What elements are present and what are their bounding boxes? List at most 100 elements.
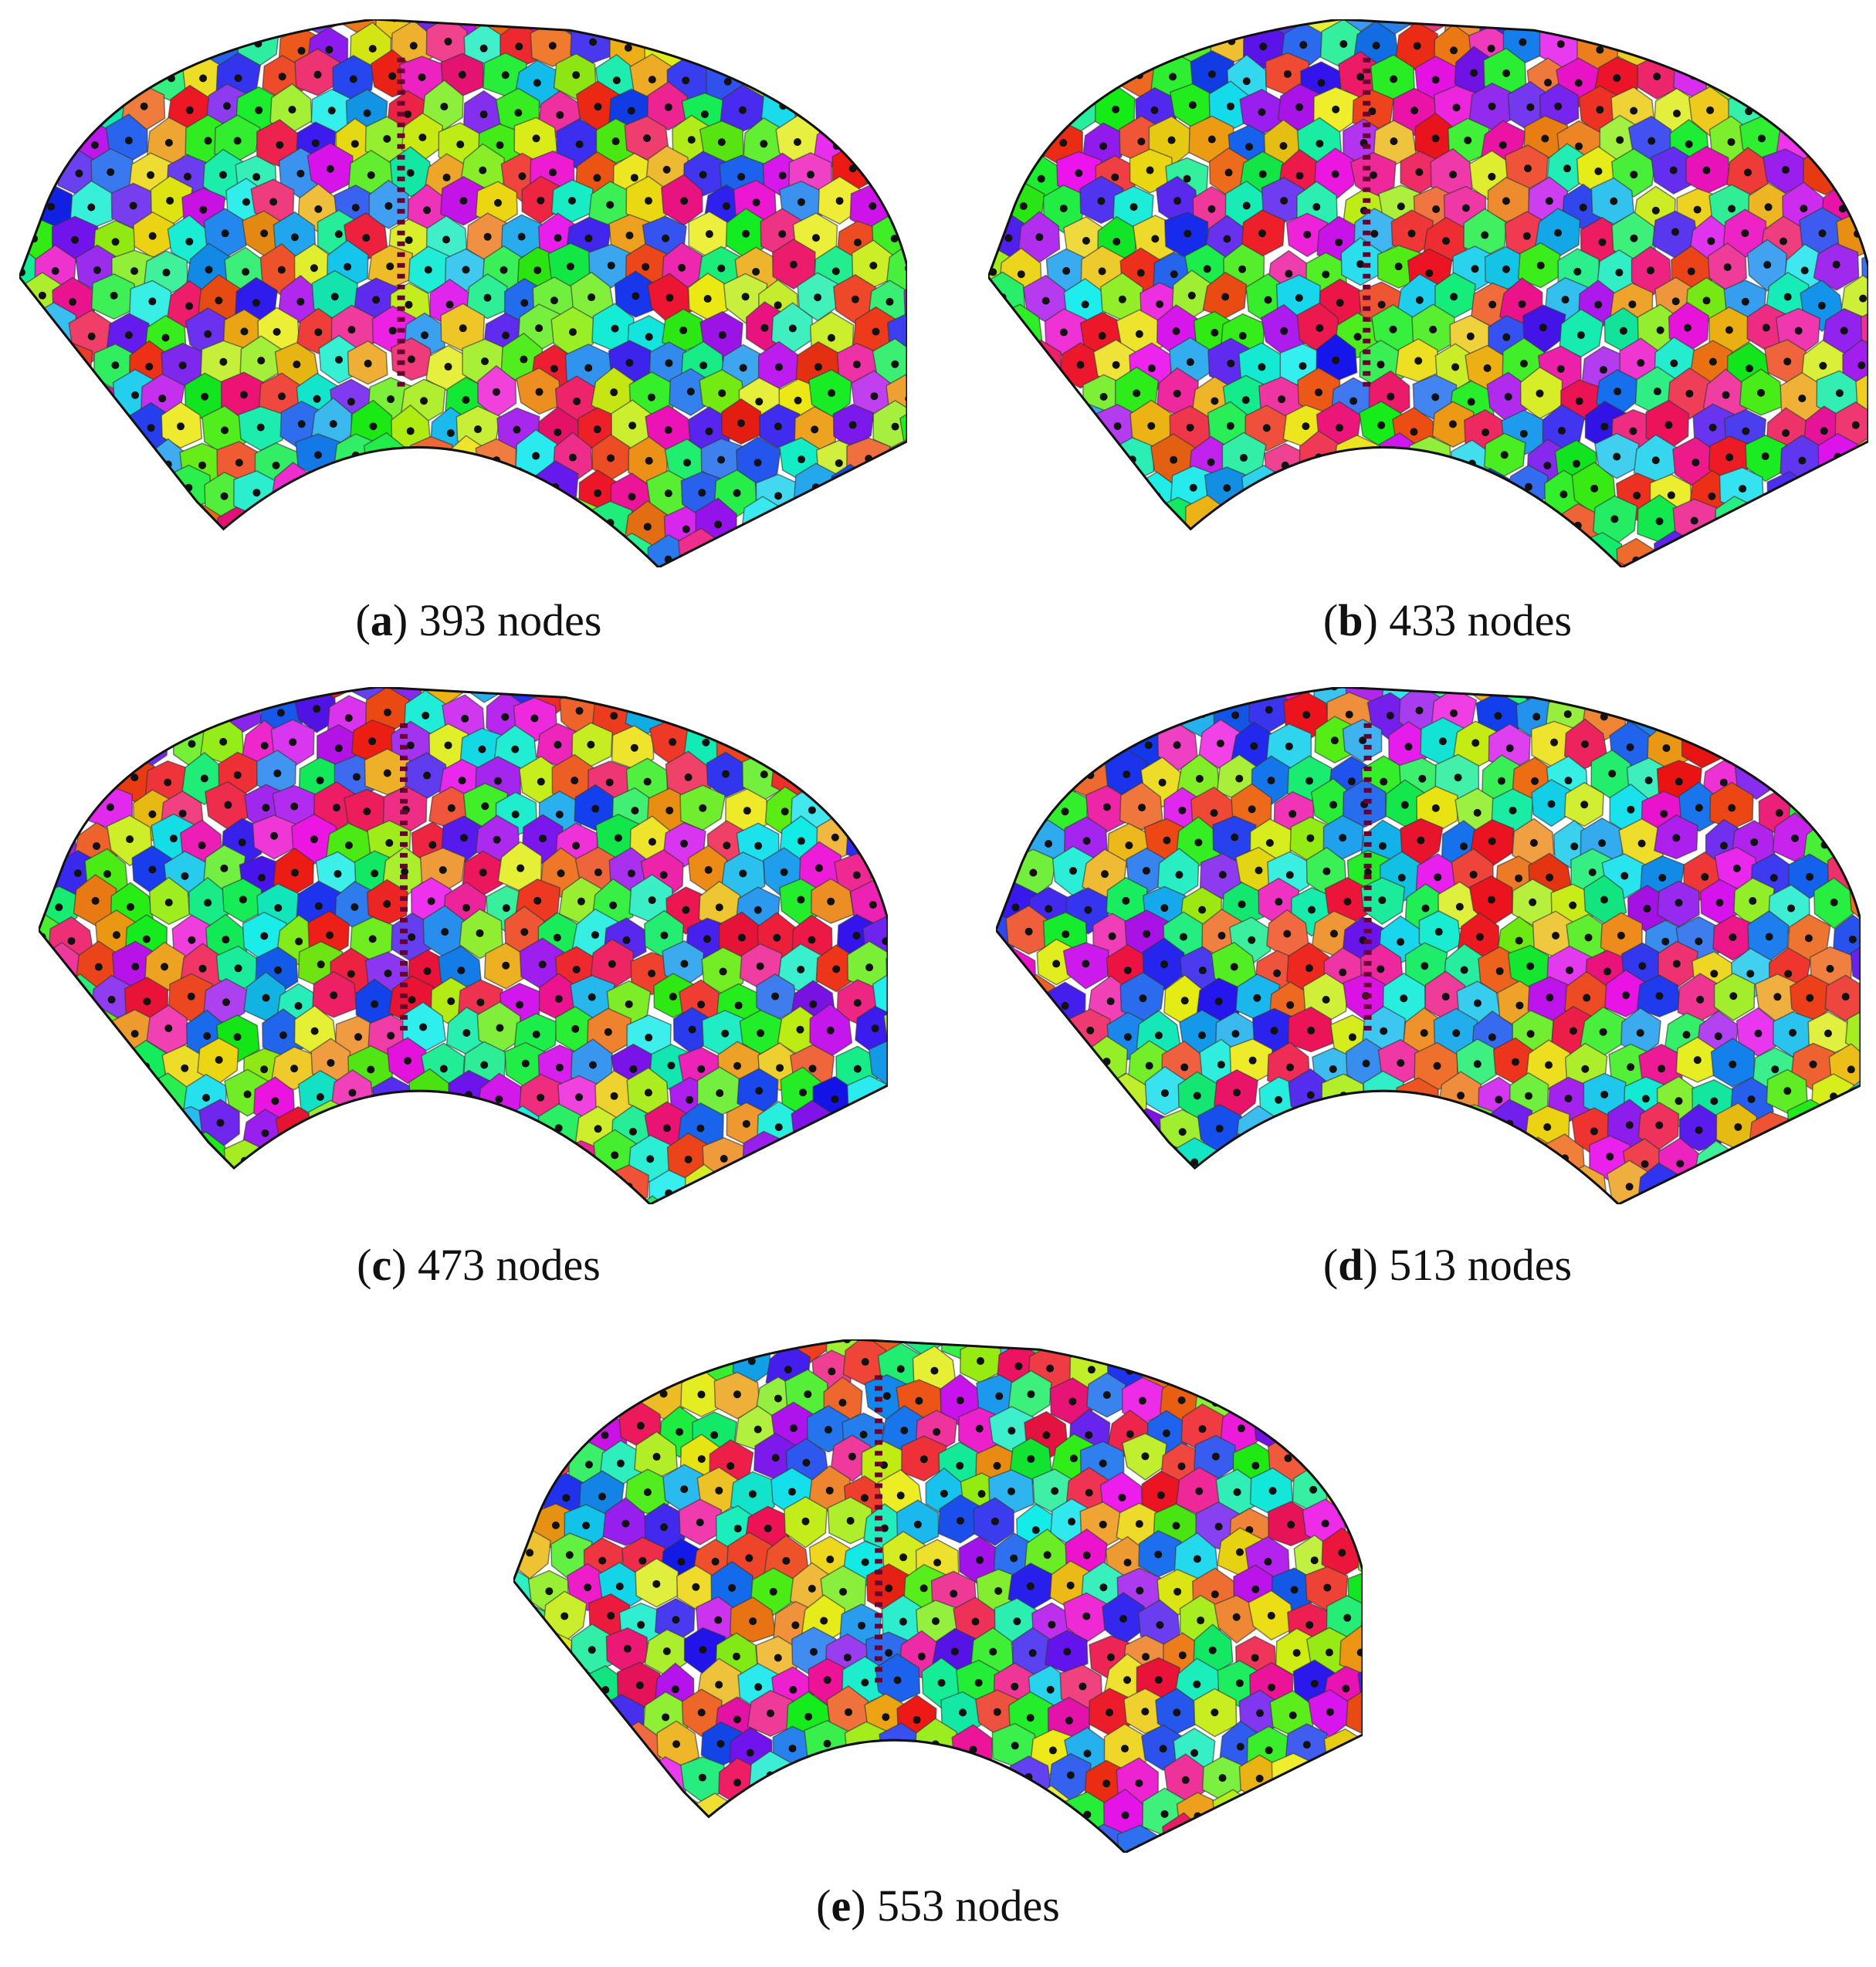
cell [90, 469, 134, 519]
cell [997, 1076, 1038, 1126]
mesh-panel [996, 687, 1861, 1204]
caption-text: ) 513 nodes [1363, 1240, 1573, 1290]
cell [1742, 560, 1786, 567]
cell [39, 722, 59, 776]
node [1216, 739, 1224, 747]
node [551, 550, 560, 558]
node [290, 868, 299, 877]
node [1743, 168, 1752, 177]
node [1497, 777, 1505, 785]
node [682, 906, 690, 914]
node [1473, 999, 1481, 1007]
node [386, 262, 395, 271]
node [460, 834, 469, 842]
cell [706, 19, 750, 41]
node [665, 806, 674, 814]
node [1138, 1397, 1146, 1405]
node [447, 997, 455, 1006]
cell [853, 503, 896, 550]
node [349, 75, 357, 83]
node [1529, 898, 1537, 906]
cell [693, 1848, 738, 1853]
node [1236, 1742, 1244, 1751]
node [1839, 1128, 1847, 1136]
node [1147, 364, 1156, 373]
node [1473, 1060, 1481, 1068]
cell [513, 1339, 557, 1390]
node [20, 459, 29, 468]
node [1712, 1161, 1720, 1170]
node [1307, 1026, 1316, 1034]
node [1763, 520, 1772, 529]
node [87, 332, 96, 340]
node [1069, 1454, 1078, 1463]
node [401, 868, 409, 876]
cell [276, 1170, 321, 1204]
node [1173, 1339, 1181, 1343]
cell [493, 1171, 537, 1204]
node [1005, 356, 1014, 364]
node [1370, 547, 1379, 555]
cell [371, 1195, 417, 1204]
node [310, 264, 318, 273]
node [621, 1519, 630, 1528]
cell [571, 1754, 615, 1806]
node [1488, 300, 1497, 309]
cell [19, 276, 22, 327]
node [39, 866, 40, 875]
node [1380, 1027, 1388, 1035]
node [1214, 997, 1223, 1006]
node [107, 168, 115, 176]
node [1468, 524, 1476, 533]
cell [598, 1819, 642, 1853]
node [990, 1517, 999, 1525]
node [459, 523, 467, 531]
cell [1844, 1007, 1861, 1057]
cell [288, 1201, 332, 1204]
node [51, 1150, 59, 1159]
node [809, 1000, 818, 1008]
node [1316, 323, 1324, 332]
node [1702, 296, 1711, 305]
cell [74, 1137, 119, 1182]
cell [141, 1135, 188, 1186]
node [1289, 1396, 1298, 1404]
node [520, 355, 528, 364]
node [680, 197, 689, 205]
node [588, 993, 596, 1001]
node [1613, 74, 1621, 83]
caption-text: ( [1322, 595, 1339, 645]
cell [717, 1824, 757, 1853]
cell [1289, 1782, 1333, 1833]
node [373, 1190, 381, 1199]
node [665, 293, 674, 302]
node [801, 1517, 810, 1525]
cell [354, 463, 398, 515]
cell [1099, 536, 1143, 567]
node [794, 396, 802, 405]
node [1242, 201, 1251, 210]
node [915, 1397, 923, 1405]
node [845, 103, 854, 111]
node [492, 19, 500, 21]
node [161, 1156, 169, 1164]
cell [1339, 1097, 1383, 1147]
node [1675, 777, 1683, 786]
node [145, 1120, 154, 1129]
node [1320, 1397, 1329, 1405]
cell [1847, 814, 1861, 867]
node [652, 1579, 661, 1588]
node [1226, 422, 1234, 430]
node [32, 547, 40, 556]
node [334, 744, 343, 753]
node [443, 1127, 452, 1136]
cell [828, 26, 869, 75]
node [1218, 1774, 1227, 1782]
cell [1841, 751, 1861, 800]
cell [128, 1097, 173, 1147]
node [743, 807, 751, 815]
node [1198, 906, 1207, 914]
node [721, 770, 730, 778]
cell [264, 1139, 306, 1185]
node [1722, 74, 1730, 83]
